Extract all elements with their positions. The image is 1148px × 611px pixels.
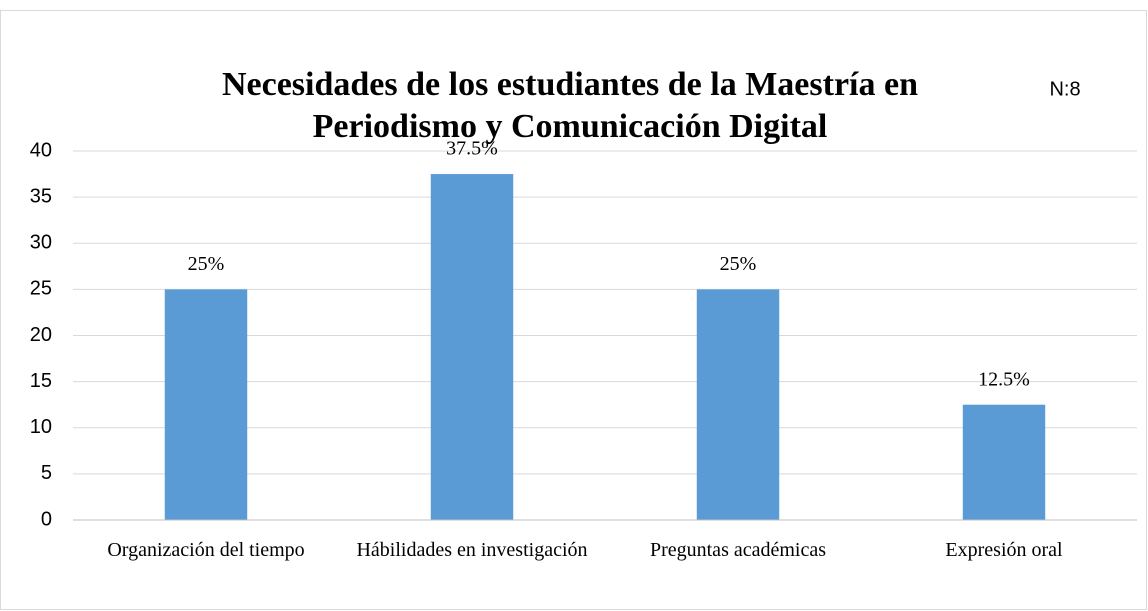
y-tick-label: 10 <box>30 416 52 438</box>
y-tick-label: 30 <box>30 232 52 254</box>
value-label: 12.5% <box>978 368 1030 390</box>
bar <box>164 289 248 520</box>
bar <box>430 174 514 520</box>
y-tick-label: 0 <box>41 508 52 530</box>
x-tick-label: Hábilidades en investigación <box>356 539 588 561</box>
value-label: 37.5% <box>446 138 498 160</box>
x-tick-label: Preguntas académicas <box>649 539 827 561</box>
value-label: 25% <box>720 253 757 275</box>
y-tick-label: 35 <box>30 185 52 207</box>
y-tick-label: 40 <box>30 139 52 161</box>
annotation: N:8 <box>1049 78 1080 100</box>
y-tick-label: 15 <box>30 370 52 392</box>
value-label: 25% <box>188 253 225 275</box>
y-tick-label: 5 <box>41 462 52 484</box>
bar <box>696 289 780 520</box>
y-tick-label: 20 <box>30 324 52 346</box>
bar <box>962 404 1046 520</box>
y-tick-label: 25 <box>30 278 52 300</box>
x-tick-label: Expresión oral <box>945 539 1063 561</box>
chart-title: Necesidades de los estudiantes de la Mae… <box>221 66 918 145</box>
x-tick-label: Organización del tiempo <box>107 539 305 561</box>
